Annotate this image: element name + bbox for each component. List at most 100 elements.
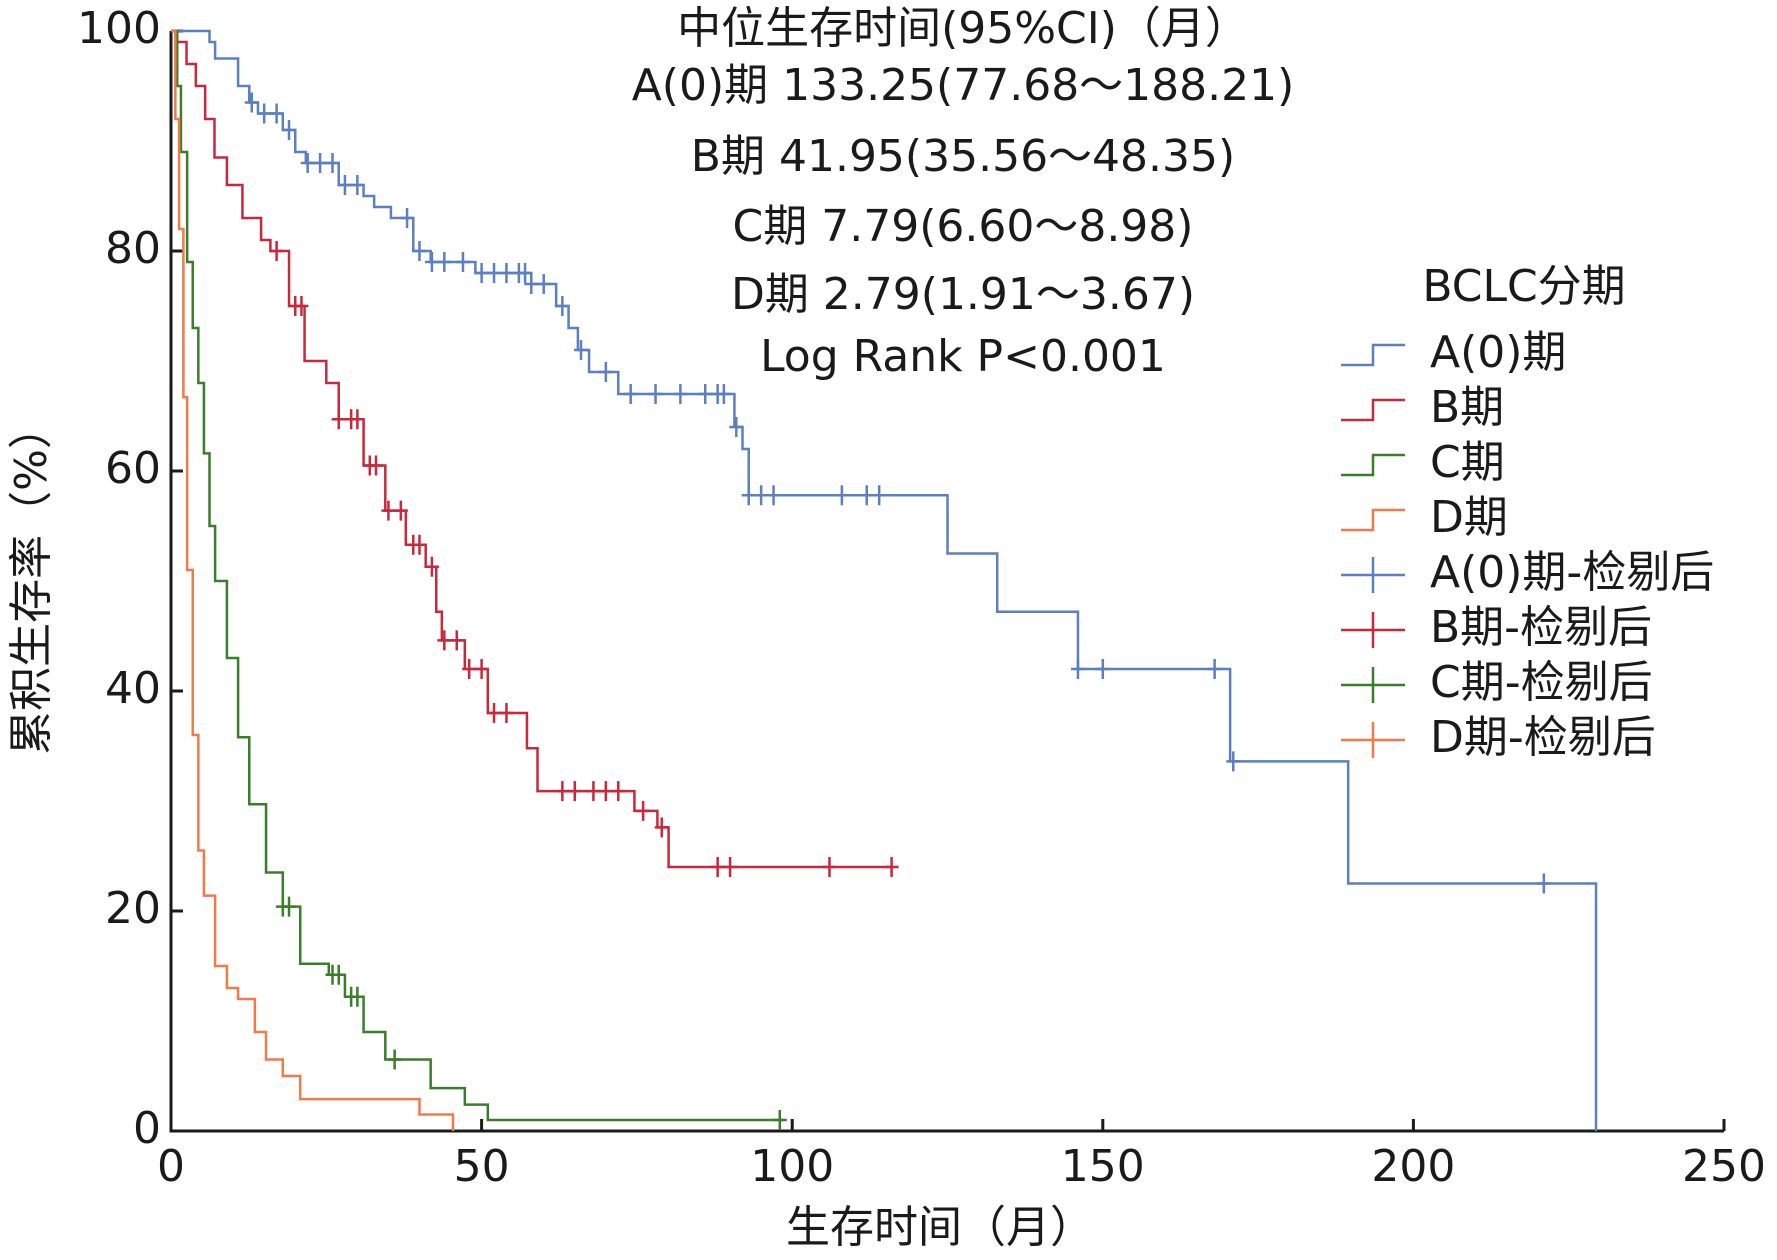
censor-mark (350, 175, 365, 195)
survival-curve (171, 29, 455, 1131)
censor-mark (754, 485, 769, 506)
legend-swatch (1341, 453, 1405, 477)
censor-mark (437, 252, 452, 272)
censor-mark (282, 896, 297, 917)
censor-mark (350, 409, 365, 430)
annotation: B期 41.95(35.56～48.35) (691, 131, 1235, 182)
legend-swatch (1341, 343, 1405, 367)
y-tick-label: 20 (105, 883, 161, 934)
legend-swatch (1341, 667, 1405, 703)
censor-mark (716, 384, 731, 404)
censor-mark (474, 263, 489, 283)
censor-mark (331, 409, 346, 430)
legend-label: A(0)期 (1430, 327, 1566, 378)
censor-mark (598, 781, 613, 802)
x-axis-label: 生存时间（月） (786, 1202, 1094, 1253)
annotation: 中位生存时间(95%CI)（月） (677, 3, 1249, 54)
legend-label: B期 (1430, 382, 1504, 433)
censor-mark (449, 630, 464, 651)
censor-mark (499, 703, 514, 723)
censor-mark (766, 485, 781, 506)
censor-mark (462, 659, 477, 679)
censor-mark (698, 384, 713, 404)
survival-curve (171, 29, 1598, 1131)
censor-mark (282, 120, 297, 140)
annotation: Log Rank P<0.001 (760, 331, 1166, 382)
censor-mark (437, 630, 452, 651)
censor-mark (555, 296, 570, 316)
censor-mark (412, 241, 427, 261)
censor-mark (269, 241, 284, 261)
censor-mark (487, 703, 502, 723)
censor-mark (872, 485, 887, 506)
censor-mark (269, 103, 284, 124)
censor-mark (244, 92, 259, 113)
censor-mark (636, 800, 651, 821)
censor-mark (387, 1049, 402, 1070)
y-tick-label: 100 (77, 3, 161, 54)
censor-mark (424, 556, 439, 577)
legend-label: D期-检剔后 (1430, 712, 1656, 763)
y-tick-label: 80 (105, 223, 161, 274)
censor-mark (300, 153, 315, 173)
censor-mark (567, 781, 582, 802)
censor-mark (518, 263, 533, 283)
censor-mark (611, 781, 626, 802)
censor-mark (1536, 873, 1551, 894)
legend-swatch (1341, 557, 1405, 593)
censor-mark (772, 1110, 787, 1130)
censor-mark (325, 153, 340, 173)
censor-mark (586, 781, 601, 802)
annotation: C期 7.79(6.60～8.98) (733, 201, 1194, 252)
legend-label: B期-检剔后 (1430, 602, 1652, 653)
censor-mark (834, 485, 849, 506)
censor-mark (455, 252, 470, 272)
censor-mark (598, 362, 613, 382)
annotation: D期 2.79(1.91～3.67) (731, 269, 1195, 320)
censor-mark (710, 857, 725, 877)
censor-mark (723, 857, 738, 877)
censor-mark (499, 263, 514, 283)
censor-mark (1207, 659, 1222, 679)
legend-swatch (1341, 722, 1405, 758)
y-tick-label: 40 (105, 663, 161, 714)
censor-mark (337, 175, 352, 195)
censor-mark (1226, 751, 1241, 772)
censor-mark (822, 857, 837, 877)
legend-label: A(0)期-检剔后 (1430, 547, 1714, 598)
censor-mark (257, 103, 272, 124)
x-tick-label: 0 (157, 1141, 185, 1192)
legend-label: C期 (1430, 437, 1505, 488)
censor-mark (331, 964, 346, 985)
legend-label: D期 (1430, 492, 1508, 543)
censor-mark (424, 252, 439, 272)
censor-mark (654, 817, 669, 838)
legend-swatch (1341, 398, 1405, 422)
annotation: A(0)期 133.25(77.68～188.21) (632, 60, 1295, 111)
censor-mark (729, 417, 744, 437)
censor-mark (673, 384, 688, 404)
censor-mark (524, 274, 539, 294)
survival-curve (171, 29, 783, 1122)
x-tick-label: 200 (1371, 1141, 1455, 1192)
x-tick-label: 100 (750, 1141, 834, 1192)
censor-mark (313, 153, 328, 173)
censor-mark (393, 500, 408, 521)
censor-mark (573, 340, 588, 360)
x-tick-label: 150 (1061, 1141, 1145, 1192)
censor-mark (859, 485, 874, 506)
censor-mark (294, 296, 309, 316)
censor-mark (412, 534, 427, 555)
censor-mark (487, 263, 502, 283)
censor-mark (536, 274, 551, 294)
x-tick-label: 250 (1682, 1141, 1766, 1192)
censor-mark (648, 384, 663, 404)
censor-mark (1070, 659, 1085, 679)
legend-swatch (1341, 508, 1405, 532)
y-tick-label: 60 (105, 443, 161, 494)
censor-mark (381, 500, 396, 521)
censor-mark (555, 781, 570, 802)
censor-mark (400, 208, 415, 228)
y-tick-label: 0 (133, 1103, 161, 1154)
